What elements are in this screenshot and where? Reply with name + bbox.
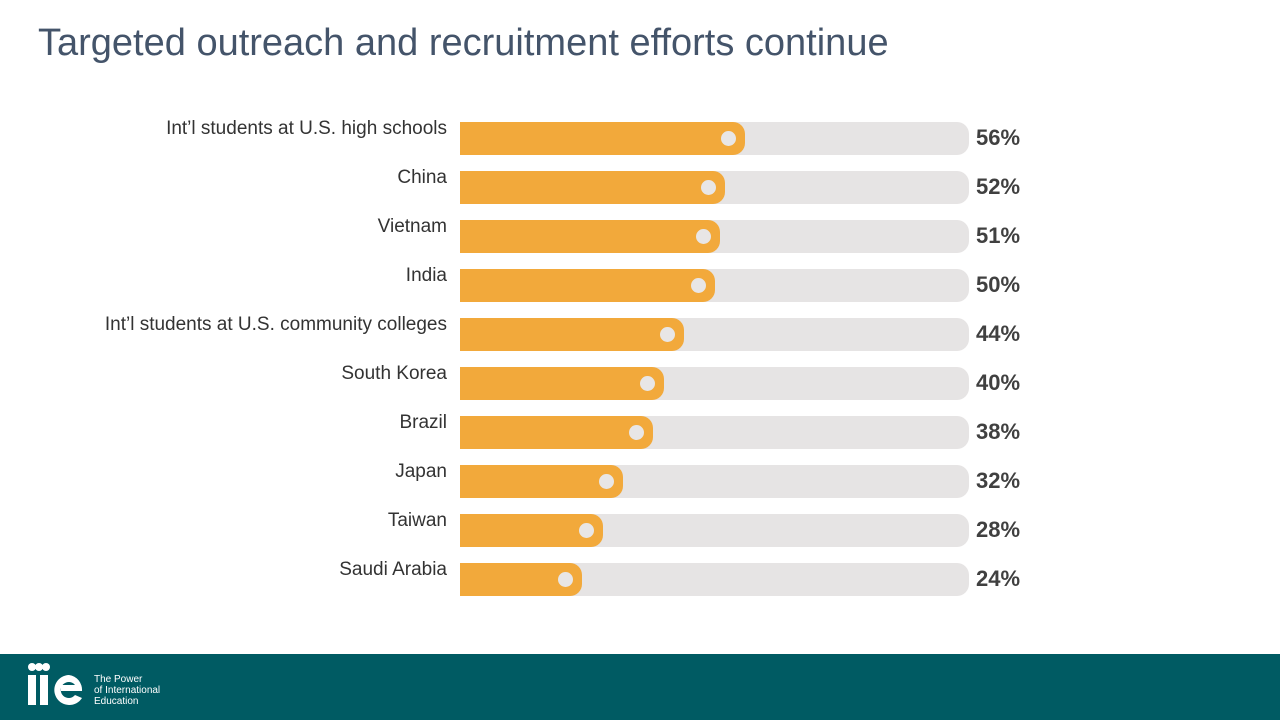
- bar: [460, 367, 664, 400]
- bar-end-dot: [629, 425, 644, 440]
- bar-row: Japan 32%: [0, 461, 1280, 498]
- page-title: Targeted outreach and recruitment effort…: [38, 22, 889, 64]
- bar-end-dot: [558, 572, 573, 587]
- bar-chart: Int’l students at U.S. high schools 56% Ch…: [0, 118, 1280, 596]
- bar-track: [460, 122, 969, 155]
- bar-end-dot: [579, 523, 594, 538]
- bar: [460, 171, 725, 204]
- value-label: 32%: [976, 468, 1021, 493]
- bar-row: Int’l students at U.S. community college…: [0, 314, 1280, 351]
- bar: [460, 220, 720, 253]
- category-label: South Korea: [341, 363, 447, 384]
- bar-row: Taiwan 28%: [0, 510, 1280, 547]
- bar: [460, 122, 745, 155]
- bar-row: India 50%: [0, 265, 1280, 302]
- bar-track: [460, 563, 969, 596]
- bar-row: China 52%: [0, 167, 1280, 204]
- value-label: 56%: [976, 125, 1021, 150]
- bar-end-dot: [599, 474, 614, 489]
- bar-end-dot: [660, 327, 675, 342]
- bar-end-dot: [640, 376, 655, 391]
- value-label: 24%: [976, 566, 1021, 591]
- bar-end-dot: [696, 229, 711, 244]
- bar-end-dot: [701, 180, 716, 195]
- bar-track: [460, 465, 969, 498]
- value-label: 28%: [976, 517, 1021, 542]
- footer-bar: The Power of International Education: [0, 654, 1280, 720]
- category-label: Taiwan: [387, 510, 447, 531]
- category-label: Brazil: [399, 412, 447, 433]
- value-label: 51%: [976, 223, 1021, 248]
- category-label: China: [397, 167, 447, 188]
- category-label: Vietnam: [377, 216, 447, 237]
- bar-track: [460, 171, 969, 204]
- category-label: India: [405, 265, 447, 286]
- iie-logo-icon: [28, 663, 83, 705]
- bar-end-dot: [721, 131, 736, 146]
- logo-tagline-line: of International: [94, 685, 161, 696]
- logo-tagline: The Power of International Education: [94, 674, 160, 707]
- bar-end-dot: [691, 278, 706, 293]
- bar-row: South Korea 40%: [0, 363, 1280, 400]
- bar-row: Saudi Arabia 24%: [0, 559, 1280, 596]
- value-label: 40%: [976, 370, 1021, 395]
- bar-row: Int’l students at U.S. high schools 56%: [0, 118, 1280, 155]
- value-label: 50%: [976, 272, 1021, 297]
- value-label: 44%: [976, 321, 1021, 346]
- logo-tagline-line: The Power: [94, 674, 143, 685]
- bar: [460, 465, 623, 498]
- bar-track: [460, 269, 969, 302]
- category-label: Japan: [395, 461, 447, 482]
- bar: [460, 318, 684, 351]
- bar: [460, 416, 653, 449]
- bar-track: [460, 367, 969, 400]
- value-label: 52%: [976, 174, 1021, 199]
- bar-row: Vietnam 51%: [0, 216, 1280, 253]
- bar-row: Brazil 38%: [0, 412, 1280, 449]
- category-label: Saudi Arabia: [339, 559, 447, 580]
- category-label: Int’l students at U.S. community college…: [104, 314, 447, 335]
- value-label: 38%: [976, 419, 1021, 444]
- bar-track: [460, 220, 969, 253]
- bar-track: [460, 416, 969, 449]
- category-label: Int’l students at U.S. high schools: [166, 118, 447, 139]
- bar: [460, 269, 715, 302]
- bar-track: [460, 318, 969, 351]
- logo-tagline-line: Education: [94, 696, 139, 707]
- bar-track: [460, 514, 969, 547]
